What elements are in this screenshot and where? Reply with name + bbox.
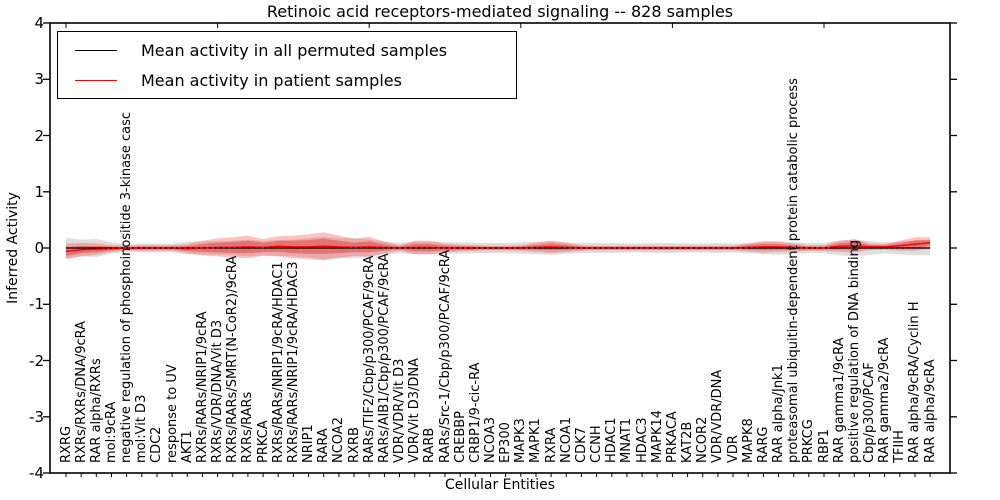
x-tick-label: MAPK3 (513, 418, 529, 463)
x-tick-label: RARG (755, 426, 771, 463)
x-tick-label: RAR gamma1/9cRA (831, 337, 847, 463)
legend-box: Mean activity in all permuted samples Me… (57, 31, 517, 99)
x-tick-label: TFIIH (892, 430, 908, 463)
x-tick-label: RARs/Src-1/Cbp/p300/PCAF/9cRA (437, 249, 453, 463)
x-tick-label: RXRs/RARs/NRIP1/9cRA/HDAC3 (285, 261, 301, 463)
x-tick-label: PRKCA (255, 420, 271, 463)
x-tick-label: AKT1 (179, 430, 195, 463)
x-tick-label: CCNH (589, 425, 605, 463)
x-tick-label: NRIP1 (301, 424, 317, 463)
legend-entry-patient: Mean activity in patient samples (58, 68, 516, 92)
x-tick-label: VDR/Vit D3/DNA (407, 357, 423, 463)
x-tick-label: Cbp/p300/PCAF (861, 362, 877, 463)
x-tick-label: RXRs/RXRs/DNA/9cRA (73, 320, 89, 463)
x-tick-label: RARB (422, 427, 438, 463)
x-tick-label: RXRG (58, 425, 74, 463)
x-tick-label: RAR gamma2/9cRA (877, 337, 893, 463)
x-tick-label: EP300 (498, 422, 514, 463)
x-tick-label: RAR alpha/9cRA (922, 359, 938, 463)
x-tick-label: CREBBP (452, 411, 468, 463)
x-tick-label: MAPK14 (649, 409, 665, 463)
x-tick-label: CDC2 (149, 426, 165, 463)
x-tick-label: PRKACA (664, 411, 680, 463)
x-tick-label: PRKCG (801, 419, 817, 463)
x-tick-label: RXRA (543, 427, 559, 463)
x-tick-label: positive regulation of DNA binding (846, 239, 862, 463)
x-tick-label: CDK7 (573, 427, 589, 463)
chart-title: Retinoic acid receptors-mediated signali… (266, 2, 734, 21)
x-tick-label: VDR (725, 435, 741, 463)
x-tick-label: RAR alpha/9cRA/Cyclin H (907, 301, 923, 463)
x-tick-label: mol:9cRA (103, 401, 119, 463)
x-tick-label: RBP1 (816, 428, 832, 463)
x-tick-label: RAR alpha/Jnk1 (771, 364, 787, 463)
permuted-line-sample (75, 49, 117, 51)
y-tick-label: 4 (34, 14, 44, 32)
x-tick-label: MAPK8 (740, 418, 756, 463)
x-tick-label: HDAC1 (604, 417, 620, 463)
legend-entry-permuted: Mean activity in all permuted samples (58, 38, 516, 62)
x-axis-label: Cellular Entities (444, 477, 556, 493)
x-tick-label: RAR alpha/RXRs (88, 358, 104, 463)
plot-area (43, 22, 957, 477)
y-tick-label: -2 (29, 351, 44, 370)
x-tick-label: negative regulation of phosphoinositide … (119, 112, 135, 463)
y-tick-label: 1 (34, 182, 44, 201)
x-tick-label: RARA (316, 428, 332, 463)
x-tick-label: KAT2B (680, 421, 696, 463)
x-tick-label: MAPK1 (528, 418, 544, 463)
x-tick-label: response to UV (164, 364, 180, 463)
x-tick-label: NCOA3 (482, 417, 498, 463)
x-tick-label: RARs/TIF2/Cbp/p300/PCAF/9cRA (361, 255, 377, 463)
x-tick-label: RXRs/RARs/SMRT(N-CoR2)/9cRA (225, 255, 241, 463)
legend-label-patient: Mean activity in patient samples (141, 70, 402, 90)
x-tick-label: mol:Vit D3 (134, 394, 150, 463)
x-tick-label: NCOR2 (695, 416, 711, 463)
legend-label-permuted: Mean activity in all permuted samples (141, 40, 448, 60)
x-tick-label: HDAC3 (634, 417, 650, 463)
x-tick-label: RXRs/RARs/NRIP1/9cRA/HDAC1 (270, 261, 286, 463)
x-tick-label: RXRB (346, 427, 362, 463)
x-tick-label: CRBP1/9-cic-RA (467, 362, 483, 463)
x-tick-label: RARs/AIB1/Cbp/p300/PCAF/9cRA (376, 253, 392, 463)
x-tick-label: RXRs/VDR/DNA/Vit D3 (210, 319, 226, 463)
x-tick-label: RXRs/RARs (240, 391, 256, 463)
x-tick-label: MNAT1 (619, 417, 635, 463)
y-tick-label: -3 (29, 407, 44, 426)
x-tick-label: NCOA1 (558, 417, 574, 463)
x-tick-label: RXRs/RARs/NRIP1/9cRA (194, 311, 210, 463)
x-tick-label: proteasomal ubiquitin-dependent protein … (786, 78, 802, 463)
x-tick-label: VDR/VDR/DNA (710, 369, 726, 463)
x-tick-label: NCOA2 (331, 417, 347, 463)
x-tick-label: VDR/VDR/Vit D3 (392, 358, 408, 463)
patient-line-sample (75, 79, 117, 81)
y-tick-label: 2 (34, 126, 44, 145)
y-tick-label: -4 (29, 464, 44, 482)
y-tick-label: 3 (34, 70, 44, 89)
y-tick-label: 0 (34, 239, 44, 257)
y-tick-label: -1 (29, 295, 44, 314)
